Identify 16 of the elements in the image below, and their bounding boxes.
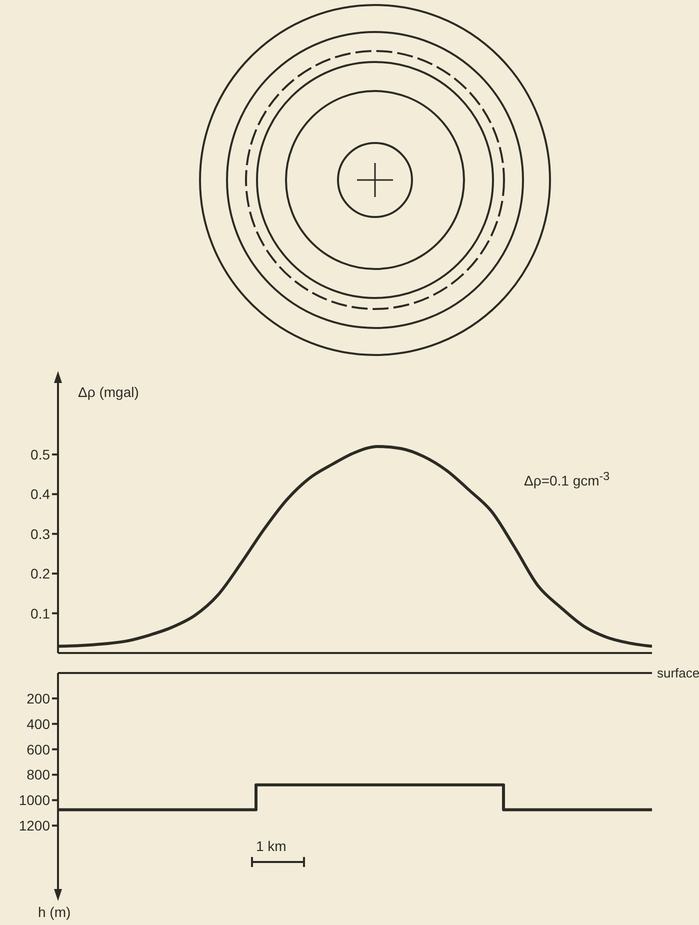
y-tick-label: 1200 (18, 818, 50, 834)
y-tick-label: 0.1 (30, 605, 50, 622)
ref-line-label: surface (657, 666, 699, 681)
y-axis-title: Δρ (mgal) (78, 384, 139, 400)
y-tick-label: 0.3 (30, 526, 50, 542)
y-axis-title: h (m) (38, 904, 71, 920)
y-tick-label: 0.2 (30, 566, 50, 582)
y-tick-label: 400 (26, 716, 50, 732)
annotation: Δρ=0.1 gcm$^{-3}$ (524, 470, 610, 489)
y-tick-label: 600 (26, 741, 50, 758)
y-tick-label: 200 (26, 690, 50, 706)
y-tick-label: 800 (26, 766, 50, 783)
y-tick-label: 0.5 (30, 446, 50, 462)
y-tick-label: 1000 (18, 792, 50, 808)
annotation: 1 km (256, 838, 286, 854)
y-tick-label: 0.4 (30, 486, 50, 502)
